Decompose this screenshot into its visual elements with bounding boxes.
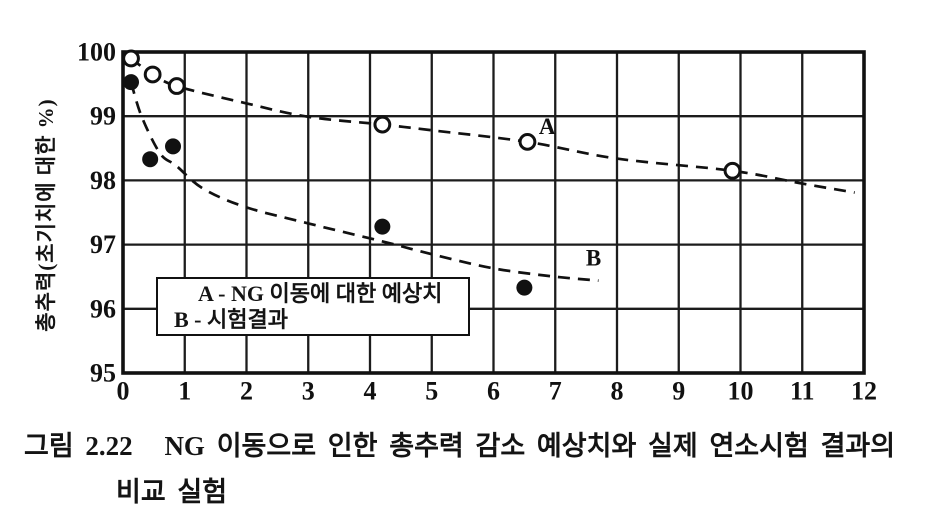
y-axis-title: 총추력(초기치에 대한 %) bbox=[34, 98, 58, 332]
x-tick-label: 3 bbox=[302, 377, 315, 406]
series-b-point bbox=[123, 74, 140, 91]
x-tick-label: 6 bbox=[487, 377, 500, 406]
x-tick-label: 10 bbox=[728, 377, 754, 406]
chart-legend: A - NG 이동에 대한 예상치 B - 시험결과 bbox=[156, 277, 470, 336]
x-tick-label: 2 bbox=[240, 377, 253, 406]
figure-number: 그림 2.22 bbox=[24, 431, 133, 461]
series-b-label: B bbox=[586, 246, 601, 271]
x-tick-label: 12 bbox=[851, 377, 877, 406]
y-tick-label: 97 bbox=[90, 230, 116, 259]
series-a-point bbox=[167, 77, 186, 95]
y-tick-label: 96 bbox=[90, 294, 116, 323]
figure-caption-text: NG 이동으로 인한 총추력 감소 예상치와 실제 연소시험 결과의 bbox=[164, 431, 896, 461]
legend-entry-a: A - NG 이동에 대한 예상치 bbox=[198, 280, 443, 306]
figure-caption: 그림 2.22 NG 이동으로 인한 총추력 감소 예상치와 실제 연소시험 결… bbox=[24, 424, 895, 508]
x-tick-label: 7 bbox=[549, 377, 562, 406]
x-tick-label: 9 bbox=[672, 377, 685, 406]
series-b-point bbox=[142, 151, 159, 168]
y-tick-label: 98 bbox=[90, 166, 116, 195]
series-a-point bbox=[143, 65, 162, 84]
plot-border bbox=[121, 50, 866, 375]
series-b-point bbox=[374, 218, 391, 235]
x-tick-label: 1 bbox=[178, 377, 191, 406]
x-tick-label: 11 bbox=[790, 377, 815, 406]
figure-caption-line2: 비교 실험 bbox=[116, 477, 228, 507]
x-tick-label: 4 bbox=[364, 377, 377, 406]
x-tick-label: 8 bbox=[611, 377, 624, 406]
series-a-label: A bbox=[539, 114, 556, 139]
series-a-point bbox=[373, 115, 392, 134]
y-tick-label: 99 bbox=[90, 102, 116, 131]
series-a-point bbox=[518, 132, 537, 151]
y-tick-label: 95 bbox=[90, 359, 116, 388]
series-a-point bbox=[122, 49, 140, 68]
x-tick-label: 0 bbox=[117, 377, 130, 406]
y-tick-label: 100 bbox=[77, 38, 116, 67]
x-tick-label: 5 bbox=[425, 377, 438, 406]
figure-caption-line1: 그림 2.22 NG 이동으로 인한 총추력 감소 예상치와 실제 연소시험 결… bbox=[24, 424, 895, 463]
legend-entry-b: B - 시험결과 bbox=[174, 306, 288, 332]
series-a-point bbox=[723, 161, 742, 180]
series-b-point bbox=[165, 138, 182, 155]
series-b-point bbox=[516, 279, 533, 296]
series-a-curve bbox=[130, 57, 855, 194]
